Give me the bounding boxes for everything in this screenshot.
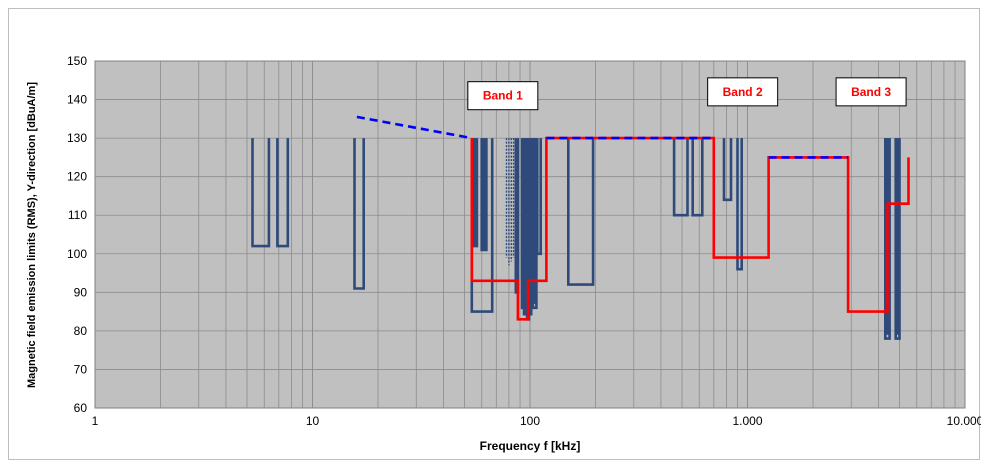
band-label-2: Band 2 [723,85,763,99]
y-axis-label: Magnetic field emission limits (RMS), Y-… [26,82,38,388]
y-tick-label: 120 [67,170,87,184]
navy-line-15 [736,138,744,271]
y-tick-label: 150 [67,54,87,68]
navy-line-1 [276,138,290,248]
x-tick-label: 10 [306,414,320,428]
navy-line-14 [722,138,733,202]
y-tick-label: 130 [67,131,87,145]
x-axis-label: Frequency f [kHz] [480,439,581,453]
y-tick-label: 60 [74,401,88,415]
navy-line-11 [566,138,595,286]
x-tick-label: 1.000 [732,414,762,428]
x-tick-label: 1 [92,414,99,428]
navy-line-0 [251,138,271,248]
band-box-3 [835,77,907,107]
red-line-0 [470,136,910,321]
y-tick-label: 140 [67,93,87,107]
y-tick-label: 90 [74,285,88,299]
navy-line-10 [535,138,543,256]
navy-line-13 [691,138,704,217]
navy-line-6 [514,138,520,294]
dash-line-0 [356,115,473,140]
x-tick-label: 10.000 [947,414,981,428]
chart-frame: 60 70 80 90 100 110 120 130 140 150 1 10 100 1.000 10.… [8,8,981,460]
y-tick-label: 70 [74,362,88,376]
navy-line-2 [353,138,366,290]
data-marks [251,115,910,340]
y-tick-label: 110 [68,208,87,222]
y-tick-label: 100 [67,247,87,261]
band-box-2 [707,77,779,107]
band-label-1: Band 1 [483,89,523,103]
band-labels: Band 1 Band 2 Band 3 [467,77,907,111]
y-tick-label: 80 [74,324,88,338]
x-tick-label: 100 [520,414,540,428]
navy-line-12 [672,138,689,217]
band-label-3: Band 3 [851,85,891,99]
band-box-1 [467,81,539,111]
